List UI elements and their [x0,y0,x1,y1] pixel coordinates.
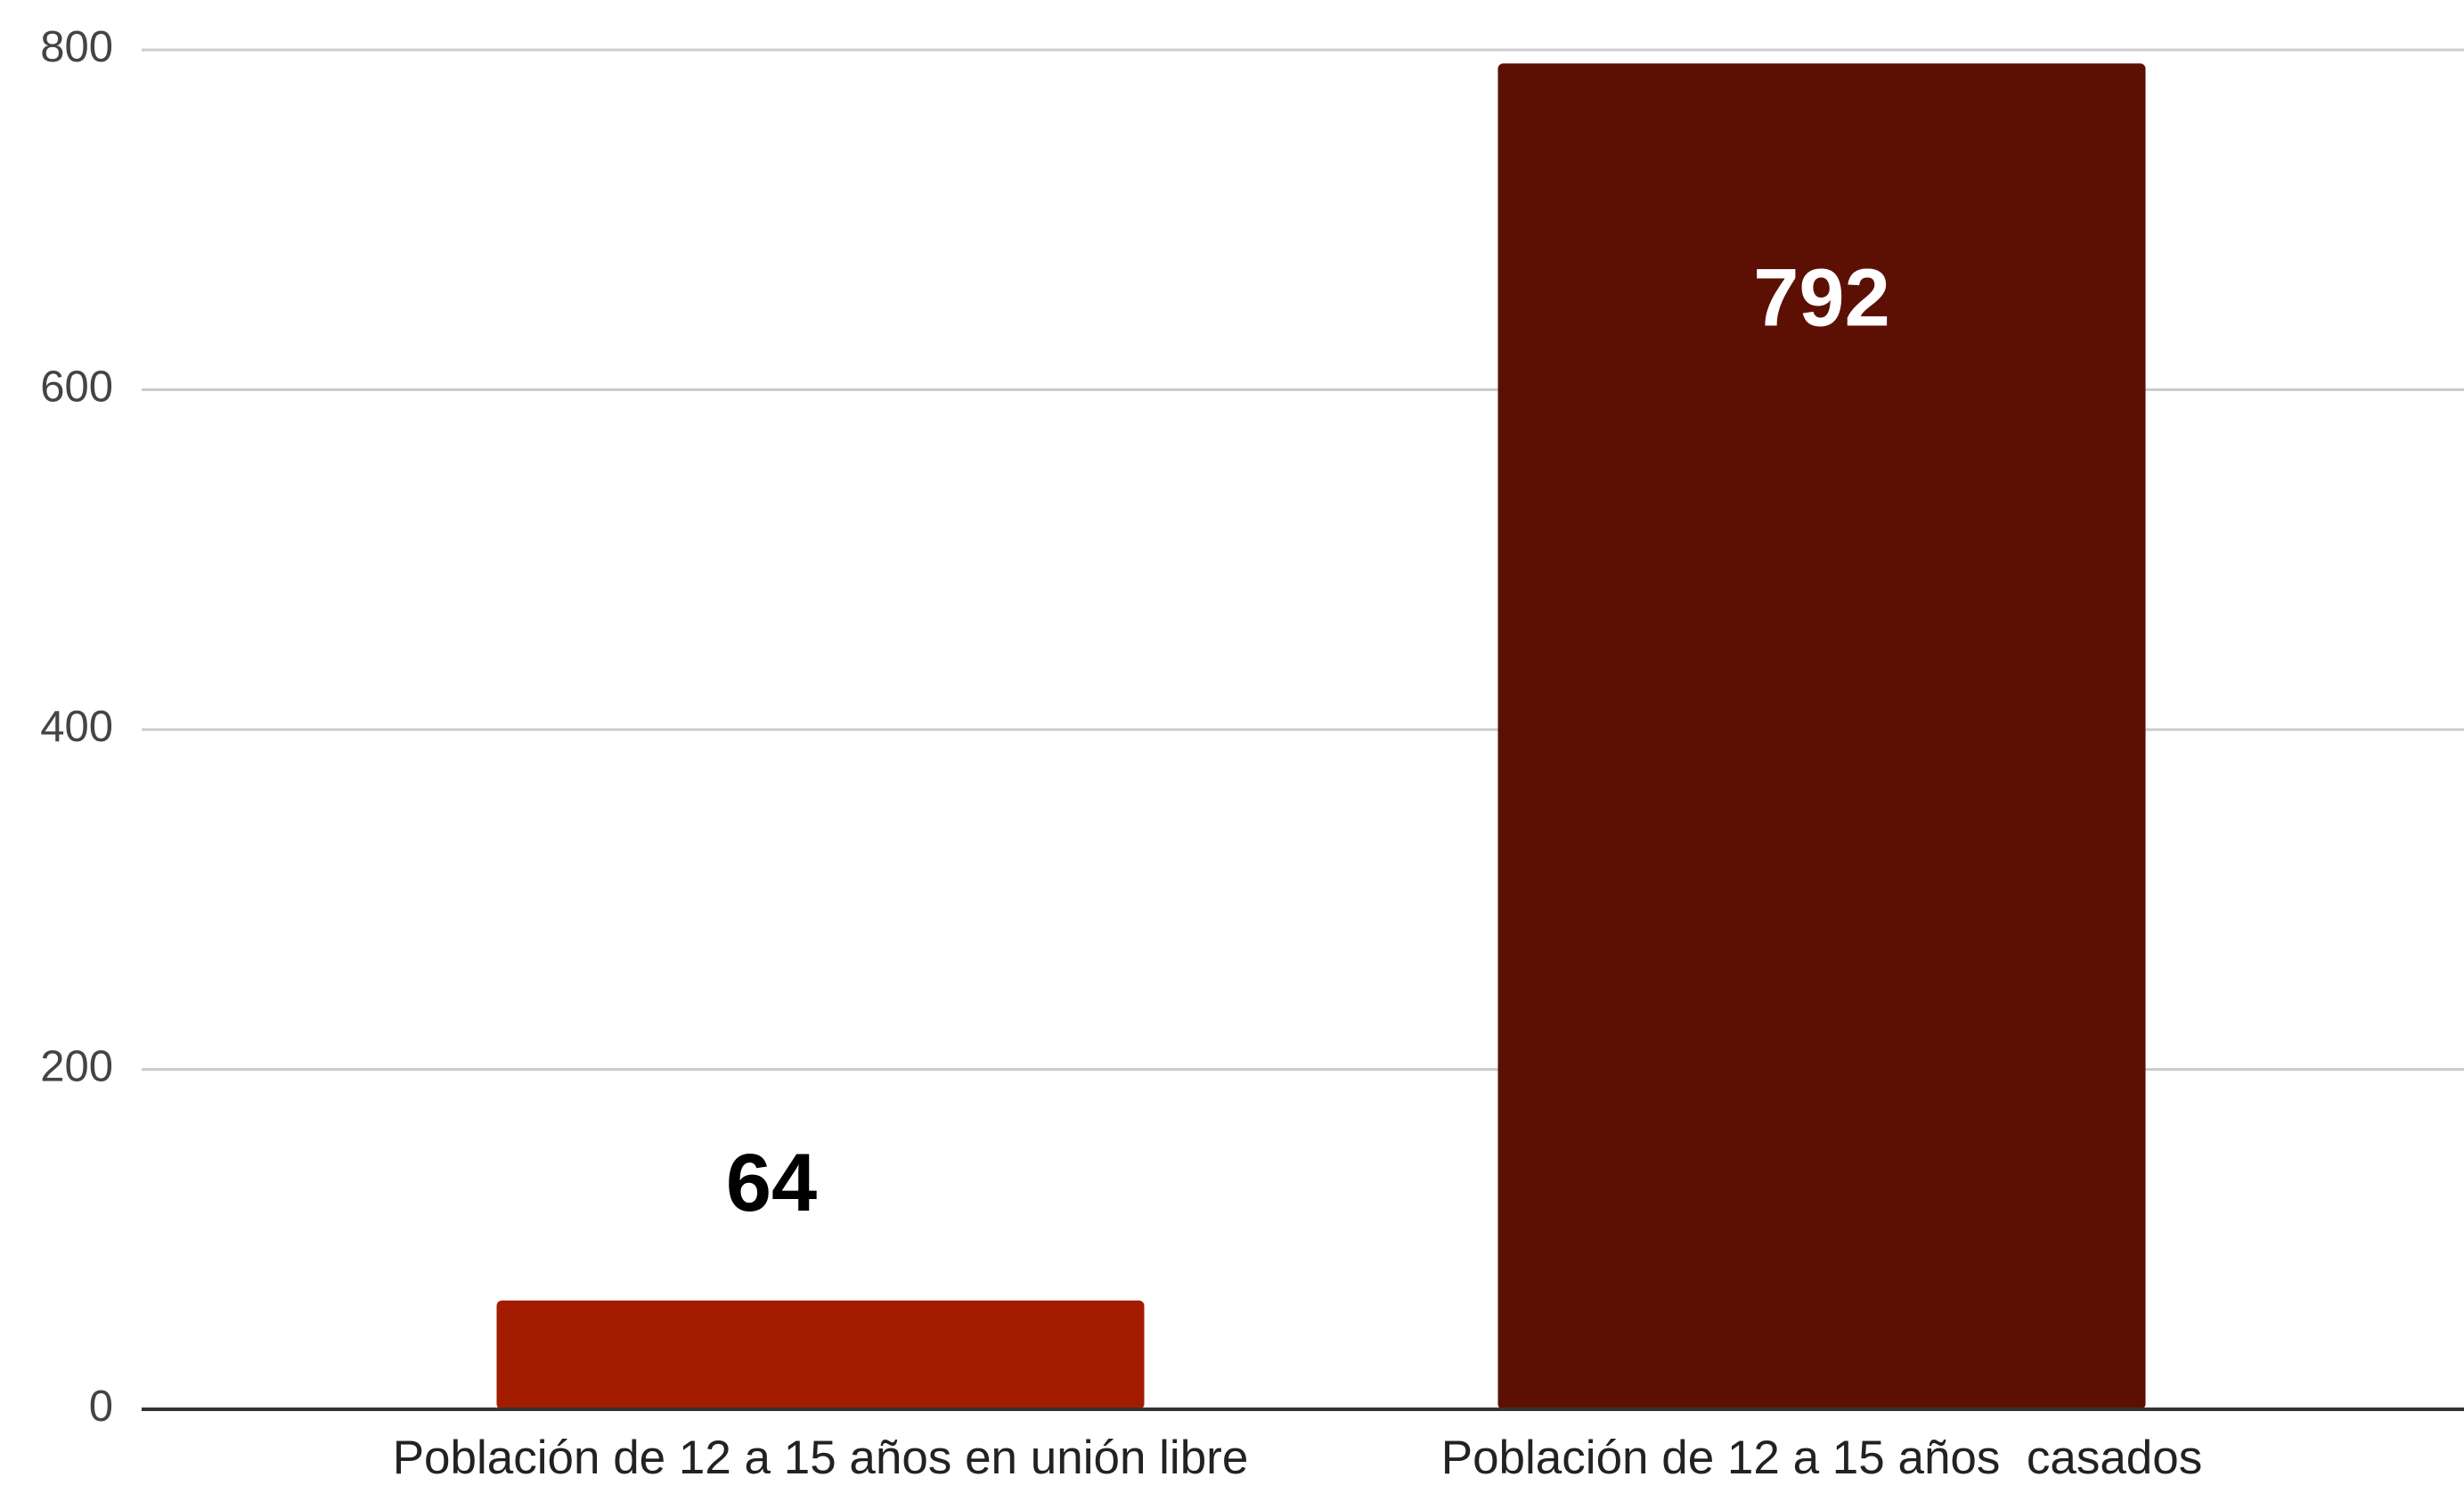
y-tick-label: 400 [40,703,113,751]
x-tick-label: Población de 12 a 15 años casados [1441,1432,2203,1484]
y-tick-label: 200 [40,1042,113,1090]
bar [496,1300,1145,1409]
x-tick-label: Población de 12 a 15 años en unión libre [393,1432,1249,1484]
y-tick-label: 800 [40,23,113,71]
y-tick-label: 0 [89,1383,113,1431]
value-label: 792 [1753,253,1890,344]
bar [1497,63,2146,1409]
value-label: 64 [726,1138,817,1228]
y-tick-label: 600 [40,363,113,411]
